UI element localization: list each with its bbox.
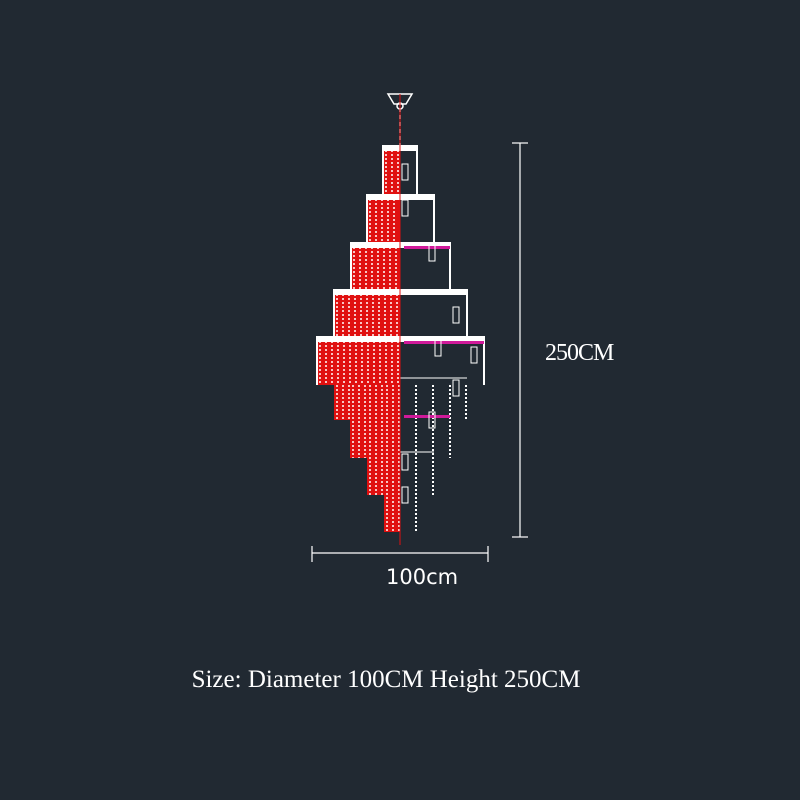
candle-bulb (452, 306, 460, 324)
candle-bulb (434, 339, 442, 357)
accent-ring (404, 246, 450, 249)
width-label: 100cm (386, 565, 459, 589)
accent-ring (404, 415, 450, 418)
crystal-column (384, 385, 400, 532)
crystal-strands (317, 150, 400, 532)
candle-bulb (401, 163, 409, 181)
crystal-tier (367, 199, 400, 245)
size-caption: Size: Diameter 100CM Height 250CM (191, 666, 581, 693)
candle-bulb (401, 486, 409, 504)
candle-bulb (401, 199, 409, 217)
crystal-tier (317, 341, 400, 385)
candle-bulb (428, 411, 436, 429)
width-dimension-line (311, 546, 489, 562)
candle-bulb (428, 244, 436, 262)
accent-ring (404, 341, 484, 344)
candle-bulb (470, 346, 478, 364)
crystal-tier (351, 247, 400, 290)
height-label: 250CM (545, 340, 614, 366)
height-dimension-line (512, 142, 528, 538)
crystal-tier (383, 150, 400, 195)
candle-bulb (452, 379, 460, 397)
candle-bulb (401, 453, 409, 471)
